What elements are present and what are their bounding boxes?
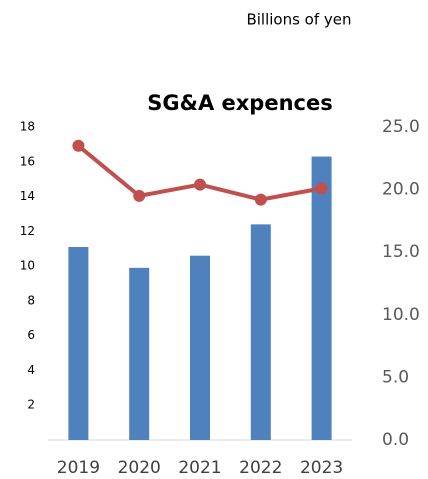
line-marker	[315, 182, 328, 195]
y2-tick-label: 0.0	[382, 430, 409, 450]
y-tick-label: 12	[20, 224, 35, 238]
bar	[68, 246, 89, 440]
bar	[129, 267, 150, 440]
y2-tick-label: 15.0	[382, 242, 420, 262]
bar	[250, 224, 271, 440]
bar	[190, 255, 210, 440]
y-tick-label: 10	[20, 259, 35, 273]
x-tick-label: 2023	[300, 458, 343, 478]
x-tick-label: 2021	[178, 458, 221, 478]
x-tick-label: 2020	[118, 458, 161, 478]
line-marker	[72, 139, 85, 152]
y2-tick-label: 10.0	[382, 305, 420, 325]
y2-tick-label: 25.0	[382, 117, 420, 137]
y2-tick-label: 20.0	[382, 180, 420, 200]
unit-label: Billions of yen	[246, 11, 351, 29]
y-tick-label: 14	[20, 189, 35, 203]
y-tick-label: 18	[20, 120, 35, 134]
y-tick-label: 6	[27, 328, 35, 342]
y-tick-label: 8	[27, 293, 35, 307]
x-tick-label: 2019	[57, 458, 100, 478]
y-tick-label: 16	[20, 154, 35, 168]
x-tick-label: 2022	[239, 458, 282, 478]
bar	[311, 156, 332, 441]
line	[77, 144, 322, 202]
y2-tick-label: 5.0	[382, 367, 409, 387]
y-tick-label: 4	[27, 363, 35, 377]
y-tick-label: 2	[27, 398, 35, 412]
line-marker	[254, 193, 267, 206]
line-marker	[194, 178, 206, 191]
chart-title: SG&A expences	[147, 91, 332, 115]
line-marker	[133, 189, 146, 202]
